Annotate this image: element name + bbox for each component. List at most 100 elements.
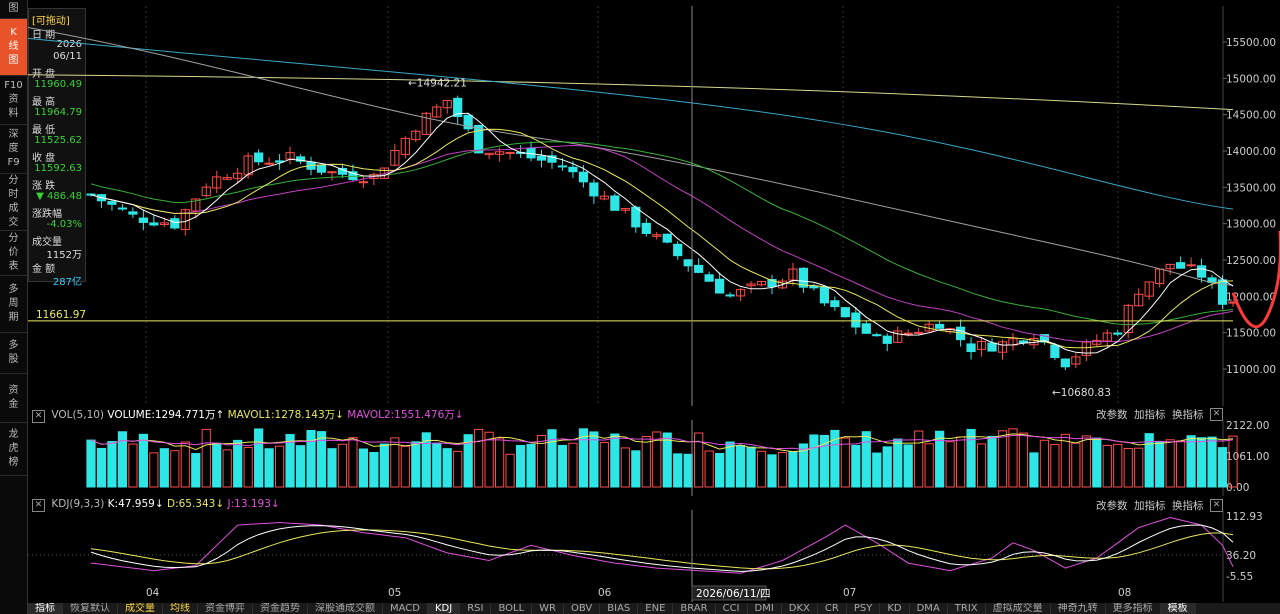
candle-body[interactable] (756, 280, 767, 286)
candle-body[interactable] (390, 150, 400, 166)
bottom-tab-14[interactable]: ENE (638, 603, 674, 614)
candle-body[interactable] (620, 208, 630, 211)
candle-body[interactable] (798, 267, 809, 288)
vol-panel-close-icon[interactable]: ✕ (1210, 408, 1223, 421)
candle-body[interactable] (201, 186, 211, 197)
bottom-tab-25[interactable]: 神奇九转 (1051, 603, 1106, 614)
candle-body[interactable] (1144, 281, 1154, 297)
candle-body[interactable] (652, 234, 662, 237)
candle-body[interactable] (851, 312, 861, 328)
bottom-tab-3[interactable]: 均线 (163, 603, 198, 614)
candle-body[interactable] (495, 151, 505, 155)
bottom-tab-12[interactable]: OBV (564, 603, 601, 614)
candle-body[interactable] (987, 342, 997, 352)
candle-body[interactable] (1134, 293, 1144, 307)
kdj-add-indicator-button[interactable]: 加指标 (1134, 500, 1166, 512)
candle-body[interactable] (536, 155, 547, 161)
bottom-tab-7[interactable]: MACD (383, 603, 428, 614)
bottom-tab-1[interactable]: 恢复默认 (63, 603, 118, 614)
vol-change-params-button[interactable]: 改参数 (1096, 409, 1128, 421)
candle-body[interactable] (777, 280, 788, 289)
candle-body[interactable] (872, 334, 882, 337)
kdj-close-icon[interactable]: ✕ (32, 499, 45, 512)
candle-body[interactable] (966, 343, 976, 353)
kdj-indicator-name[interactable]: KDJ(9,3,3) (51, 498, 105, 510)
candle-body[interactable] (683, 259, 693, 267)
bottom-tab-21[interactable]: KD (880, 603, 910, 614)
candle-body[interactable] (222, 177, 232, 180)
bottom-tab-6[interactable]: 深股通成交额 (308, 603, 383, 614)
bottom-tab-26[interactable]: 更多指标 (1106, 603, 1161, 614)
candle-body[interactable] (935, 323, 945, 329)
candle-body[interactable] (1113, 332, 1123, 335)
left-tab-2[interactable]: F10 资料 (0, 76, 27, 125)
candle-body[interactable] (641, 222, 651, 234)
info-panel[interactable]: [可拖动] 日 期 2026 06/11 开 盘 11960.49 最 高 11… (28, 8, 86, 288)
candle-body[interactable] (212, 176, 222, 189)
candle-body[interactable] (830, 300, 840, 308)
candle-body[interactable] (159, 222, 169, 226)
left-tab-5[interactable]: 分价表 (0, 231, 27, 276)
candle-body[interactable] (1196, 265, 1207, 278)
info-mode[interactable]: [可拖动] (32, 16, 70, 27)
volume-chart[interactable]: 2122.00 1061.00 0.00 (28, 420, 1280, 496)
candle-body[interactable] (903, 332, 913, 335)
left-tab-6[interactable]: 多周期 (0, 276, 27, 333)
candle-body[interactable] (578, 171, 589, 183)
bottom-tab-18[interactable]: DKX (782, 603, 818, 614)
candle-body[interactable] (914, 331, 924, 334)
candle-body[interactable] (327, 171, 337, 174)
candle-body[interactable] (453, 97, 463, 118)
bottom-tab-17[interactable]: DMI (748, 603, 782, 614)
bottom-tab-4[interactable]: 资金博弈 (198, 603, 253, 614)
bottom-tab-27[interactable]: 模板 (1160, 603, 1196, 614)
candle-body[interactable] (348, 171, 358, 181)
candle-body[interactable] (463, 114, 473, 130)
candle-body[interactable] (316, 164, 327, 173)
left-tab-3[interactable]: 深度 F9 (0, 125, 27, 174)
bottom-tab-13[interactable]: BIAS (600, 603, 639, 614)
candle-body[interactable] (893, 330, 903, 343)
candle-body[interactable] (505, 151, 515, 154)
vol-indicator-name[interactable]: VOL(5,10) (51, 409, 105, 421)
left-tab-9[interactable]: 龙虎榜 (0, 423, 27, 476)
candle-body[interactable] (746, 283, 756, 287)
candle-body[interactable] (557, 165, 568, 168)
candle-body[interactable] (432, 106, 442, 118)
candle-body[interactable] (715, 278, 725, 294)
bottom-tab-23[interactable]: TRIX (948, 603, 986, 614)
candle-body[interactable] (589, 182, 599, 197)
bottom-tab-20[interactable]: PSY (847, 603, 881, 614)
candle-body[interactable] (882, 335, 892, 344)
candle-body[interactable] (358, 181, 369, 184)
candle-body[interactable] (547, 155, 557, 163)
candle-body[interactable] (170, 218, 180, 229)
candle-body[interactable] (735, 289, 746, 297)
candle-body[interactable] (474, 124, 484, 154)
left-tab-4[interactable]: 分时成交 (0, 174, 27, 231)
candle-body[interactable] (107, 201, 117, 205)
bottom-tab-19[interactable]: CR (818, 603, 847, 614)
candle-body[interactable] (295, 156, 306, 162)
candle-body[interactable] (1123, 304, 1133, 333)
candle-body[interactable] (840, 307, 850, 318)
left-tab-0[interactable]: 图 (0, 0, 27, 19)
candle-body[interactable] (1102, 332, 1112, 342)
candle-body[interactable] (421, 112, 431, 135)
bottom-tab-16[interactable]: CCI (716, 603, 748, 614)
candle-body[interactable] (1018, 340, 1029, 344)
kline-chart[interactable]: 15500.00 15000.00 14500.00 14000.00 13500.00… (28, 6, 1280, 406)
candle-body[interactable] (1165, 263, 1175, 270)
candle-body[interactable] (128, 211, 138, 215)
candle-body[interactable] (662, 233, 672, 243)
candle-body[interactable] (400, 137, 410, 155)
candle-body[interactable] (149, 222, 159, 226)
bottom-tab-2[interactable]: 成交量 (118, 603, 163, 614)
candle-body[interactable] (673, 243, 683, 257)
candle-body[interactable] (1186, 264, 1196, 267)
candle-body[interactable] (1176, 262, 1186, 269)
candle-body[interactable] (138, 217, 148, 223)
bottom-tab-0[interactable]: 指标 (28, 603, 63, 614)
bottom-tab-24[interactable]: 虚拟成交量 (986, 603, 1051, 614)
